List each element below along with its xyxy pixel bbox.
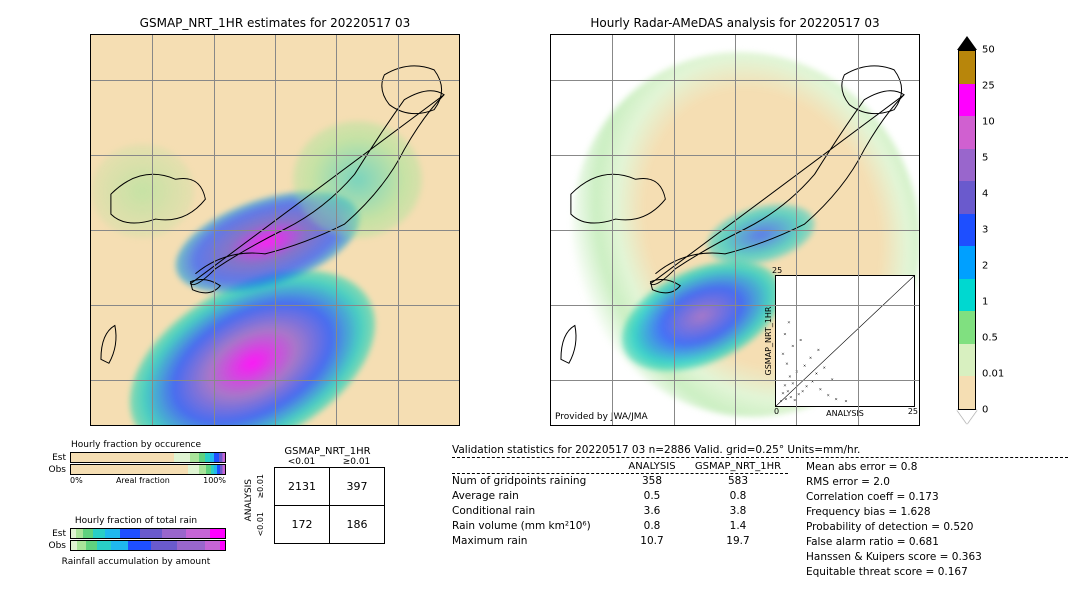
stats-head-gsmap: GSMAP_NRT_1HR [688, 461, 788, 472]
colorbar-tick: 1 [982, 297, 988, 308]
hbar-bar [70, 452, 226, 463]
provided-label: Provided by JWA/JMA [555, 412, 648, 422]
hbar-total: Hourly fraction of total rain Est Obs Rai… [46, 516, 226, 569]
ct-col-head-0: <0.01 [274, 457, 329, 467]
hbar-row-label: Obs [46, 465, 70, 475]
stats-row: Maximum rain10.719.7 [452, 535, 788, 547]
colorbar-tick: 0.01 [982, 369, 1004, 380]
inset-xtick-25: 25 [908, 407, 918, 416]
hbar-occ-title: Hourly fraction by occurence [46, 440, 226, 450]
xtick: 130°E [200, 425, 227, 426]
ytick: 40°N [550, 150, 551, 160]
hbar-occurrence: Hourly fraction by occurence Est Obs 0% A… [46, 440, 226, 485]
colorbar-bot-triangle [957, 410, 977, 424]
ct-row-head-0: ≥0.01 [256, 474, 274, 499]
stats-metric: Frequency bias = 1.628 [806, 506, 982, 518]
xtick: 140°E [323, 425, 350, 426]
contingency-table: GSMAP_NRT_1HR ANALYSIS <0.01 ≥0.01 ≥0.01… [242, 446, 385, 544]
colorbar-tick: 0.5 [982, 333, 998, 344]
ct-row-title: ANALYSIS [242, 477, 256, 523]
stats-metric: Probability of detection = 0.520 [806, 521, 982, 533]
map-panel-left: GSMAP_NRT_1HR estimates for 20220517 03 … [90, 16, 460, 426]
ytick: 25°N [90, 375, 91, 385]
validation-stats: Validation statistics for 20220517 03 n=… [452, 444, 1068, 578]
hbar-bar [70, 528, 226, 539]
map-frame-left: 25°N 30°N 35°N 40°N 45°N 125°E 130°E 135°E 140°E… [90, 34, 460, 426]
stats-metric: Equitable threat score = 0.167 [806, 566, 982, 578]
ytick: 45°N [90, 75, 91, 85]
xtick: 125°E [599, 425, 626, 426]
stats-metric: Hanssen & Kuipers score = 0.363 [806, 551, 982, 563]
ct-row-head-1: <0.01 [256, 512, 274, 537]
ct-col-head-1: ≥0.01 [329, 457, 384, 467]
ct-cell-10: 172 [275, 506, 330, 544]
colorbar-tick: 5 [982, 153, 988, 164]
hbar-row: Est [46, 452, 226, 463]
xtick: 140°E [783, 425, 810, 426]
ytick: 25°N [550, 375, 551, 385]
colorbar-tick: 3 [982, 225, 988, 236]
stats-row: Average rain0.50.8 [452, 490, 788, 502]
ytick: 35°N [550, 225, 551, 235]
hbar-bar [70, 464, 226, 475]
hbar-row-label: Obs [46, 541, 70, 551]
colorbar-gradient [958, 50, 976, 410]
xtick: 125°E [139, 425, 166, 426]
stats-metric: Correlation coeff = 0.173 [806, 491, 982, 503]
ytick: 45°N [550, 75, 551, 85]
hbar-axis-label: Areal fraction [116, 476, 170, 485]
ct-grid: 2131397 172186 [274, 467, 385, 544]
colorbar-tick: 25 [982, 81, 995, 92]
stats-row: Rain volume (mm km²10⁶)0.81.4 [452, 520, 788, 532]
hbar-axis-left: 0% [70, 476, 83, 485]
map-frame-right: ANALYSIS GSMAP_NRT_1HR 25 25 0 Provided … [550, 34, 920, 426]
map-panel-right: Hourly Radar-AMeDAS analysis for 2022051… [550, 16, 920, 426]
ytick: 40°N [90, 150, 91, 160]
ytick: 30°N [90, 300, 91, 310]
colorbar-tick: 4 [982, 189, 988, 200]
xtick: 130°E [660, 425, 687, 426]
ct-cell-11: 186 [330, 506, 385, 544]
inset-xtick-0: 0 [774, 407, 779, 416]
stats-metric: RMS error = 2.0 [806, 476, 982, 488]
hbar-axis-right: 100% [203, 476, 226, 485]
ytick: 30°N [550, 300, 551, 310]
hbar-row-label: Est [46, 529, 70, 539]
inset-ytick-25: 25 [772, 266, 782, 275]
colorbar-tick: 0 [982, 405, 988, 416]
colorbar-tick: 50 [982, 45, 995, 56]
hbar-row: Obs [46, 540, 226, 551]
hbar-row: Obs [46, 464, 226, 475]
colorbar: 502510543210.50.010 [958, 36, 977, 424]
stats-row: Conditional rain3.63.8 [452, 505, 788, 517]
figure-root: GSMAP_NRT_1HR estimates for 20220517 03 … [0, 0, 1080, 612]
inset-ylabel: GSMAP_NRT_1HR [764, 307, 773, 376]
ytick: 35°N [90, 225, 91, 235]
ct-cell-01: 397 [330, 468, 385, 506]
colorbar-tick: 10 [982, 117, 995, 128]
colorbar-tick: 2 [982, 261, 988, 272]
hbar-total-title: Hourly fraction of total rain [46, 516, 226, 526]
ct-cell-00: 2131 [275, 468, 330, 506]
stats-metric: False alarm ratio = 0.681 [806, 536, 982, 548]
map-title-right: Hourly Radar-AMeDAS analysis for 2022051… [550, 16, 920, 30]
hbar-row-label: Est [46, 453, 70, 463]
stats-row: Num of gridpoints raining358583 [452, 475, 788, 487]
stats-metric: Mean abs error = 0.8 [806, 461, 982, 473]
xtick: 135°E [721, 425, 748, 426]
hbar-accum-title: Rainfall accumulation by amount [46, 557, 226, 567]
xtick: 145°E [384, 425, 411, 426]
hbar-row: Est [46, 528, 226, 539]
stats-head-analysis: ANALYSIS [616, 461, 688, 472]
ct-col-title: GSMAP_NRT_1HR [270, 446, 385, 457]
colorbar-top-triangle [957, 36, 977, 50]
xtick: 135°E [261, 425, 288, 426]
xtick: 145°E [844, 425, 871, 426]
hbar-bar [70, 540, 226, 551]
stats-title: Validation statistics for 20220517 03 n=… [452, 444, 1068, 458]
map-title-left: GSMAP_NRT_1HR estimates for 20220517 03 [90, 16, 460, 30]
